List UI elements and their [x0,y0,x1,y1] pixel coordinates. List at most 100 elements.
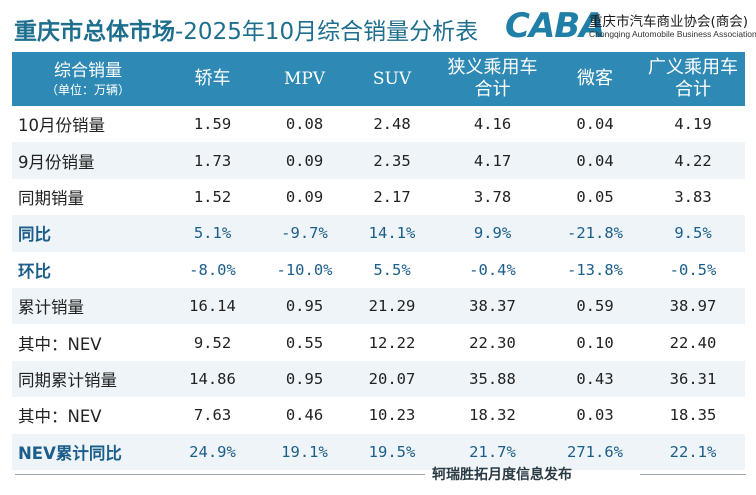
table-cell: 0.95 [285,369,324,388]
table-cell: 10.23 [368,406,416,425]
table-cell: 14.1% [368,224,416,243]
table-cell: 38.37 [469,297,516,316]
table-row: 累计销量 16.14 0.95 21.29 38.37 0.59 38.97 [12,287,745,325]
row-label: 累计销量 [18,298,84,318]
footer: 轲瑞胜拓月度信息发布 [0,462,756,492]
col-header-narrow-total: 狭义乘用车 合计 [436,52,549,106]
row-label: 10月份销量 [18,116,105,136]
table-cell: 2.35 [373,151,411,170]
table-cell: 2.17 [373,187,411,206]
logo-mark: CABA [505,6,605,46]
col-header-broad-total: 广义乘用车 合计 [641,52,745,106]
corner-label: 综合销量 [54,61,122,81]
table-row: 其中：NEV 7.63 0.46 10.23 18.32 0.03 18.35 [12,397,745,433]
table-cell: 12.22 [368,333,416,352]
table-cell: 0.55 [285,333,324,352]
table-cell: 38.97 [669,297,717,316]
table-row: NEV累计同比 24.9% 19.1% 19.5% 21.7% 271.6% 22.1% [12,433,745,470]
table-cell: 0.46 [285,406,324,425]
col-header-line1: 广义乘用车 [648,57,738,78]
table-cell: 0.08 [285,115,324,134]
table-header-row: 综合销量 （单位：万辆） 轿车 MPV SUV 狭义乘用车 合计 微客 广义乘用车… [12,52,745,106]
row-label: 其中：NEV [18,334,102,354]
table-cell: 22.30 [469,333,516,352]
table-cell: 271.6% [567,442,623,461]
table-row: 环比 -8.0% -10.0% 5.5% -0.4% -13.8% -0.5% [12,252,745,288]
table-cell: 9.52 [193,333,232,352]
table-cell: 21.7% [469,442,516,461]
col-header-sedan: 轿车 [164,52,261,106]
table-row: 9月份销量 1.73 0.09 2.35 4.17 0.04 4.22 [12,142,745,179]
table-cell: 19.5% [368,442,416,461]
table-cell: 0.05 [576,187,614,206]
table-cell: 1.52 [193,187,232,206]
table-cell: 0.10 [576,333,614,352]
row-label: NEV累计同比 [18,443,122,463]
col-header-line1: 轿车 [194,68,231,89]
table-row: 10月份销量 1.59 0.08 2.48 4.16 0.04 4.19 [12,106,745,142]
row-label: 其中：NEV [18,407,102,427]
footer-divider-left [15,474,425,475]
col-header-suv: SUV [348,52,436,106]
table-cell: 7.63 [193,406,232,425]
table-cell: 36.31 [669,369,717,388]
table-cell: 3.78 [473,187,512,206]
table-cell: 0.04 [576,151,614,170]
col-header-mpv: MPV [261,52,348,106]
table-cell: 4.19 [674,115,712,134]
caba-logo: CABA 重庆市汽车商业协会(商会) Chongqing Automobile … [505,4,756,48]
col-header-line1: MPV [283,69,326,89]
table-cell: -0.4% [469,260,516,279]
table-cell: -0.5% [669,260,717,279]
table-body: 10月份销量 1.59 0.08 2.48 4.16 0.04 4.19 9月份销量 1.73 0… [12,106,745,470]
logo-association-name: 重庆市汽车商业协会(商会) [589,14,749,30]
table-cell: 5.1% [193,224,232,243]
table-cell: 20.07 [368,369,416,388]
table-cell: 18.35 [669,406,717,425]
col-header-line2: 合计 [675,79,711,100]
table-cell: -13.8% [567,260,623,279]
table-row: 同期销量 1.52 0.09 2.17 3.78 0.05 3.83 [12,179,745,215]
table-row: 其中：NEV 9.52 0.55 12.22 22.30 0.10 22.40 [12,324,745,360]
table-cell: 0.09 [285,187,324,206]
table-cell: 22.1% [669,442,717,461]
table-cell: 22.40 [669,333,717,352]
col-header-minivan: 微客 [549,52,641,106]
col-header-line1: 微客 [577,68,613,89]
table-cell: 0.03 [576,406,614,425]
sales-table: 综合销量 （单位：万辆） 轿车 MPV SUV 狭义乘用车 合计 微客 广义乘用车… [12,52,745,470]
footer-text: 轲瑞胜拓月度信息发布 [432,467,572,483]
table-cell: 0.04 [576,115,614,134]
table-row: 同期累计销量 14.86 0.95 20.07 35.88 0.43 36.31 [12,360,745,398]
row-label: 9月份销量 [18,152,95,172]
table-cell: 4.17 [473,151,512,170]
table-cell: 18.32 [469,406,516,425]
table-cell: -10.0% [276,260,333,279]
table-cell: -21.8% [567,224,623,243]
logo-association-english: Chongqing Automobile Business Associatio… [589,29,756,39]
col-header-line2: 合计 [474,79,511,100]
table-cell: 35.88 [469,369,516,388]
corner-unit: （单位：万辆） [45,83,130,97]
page-title: 重庆市总体市场-2025年10月综合销量分析表 [14,12,478,46]
col-header-line1: SUV [372,69,412,89]
title-bold: 重庆市总体市场 [14,19,175,45]
title-rest: -2025年10月综合销量分析表 [175,19,479,45]
corner-header: 综合销量 （单位：万辆） [12,52,164,106]
table-cell: 19.1% [281,442,328,461]
table-cell: 5.5% [373,260,411,279]
header: 重庆市总体市场-2025年10月综合销量分析表 CABA 重庆市汽车商业协会(商… [0,0,756,52]
table-cell: 1.73 [193,151,232,170]
row-label: 同期销量 [18,188,84,208]
table-cell: 9.9% [473,224,512,243]
col-header-line1: 狭义乘用车 [447,57,538,78]
table-cell: 9.5% [674,224,712,243]
table-cell: 21.29 [368,297,416,316]
row-label: 同比 [18,225,51,245]
table-cell: -9.7% [281,224,328,243]
table-cell: 4.16 [473,115,512,134]
table-cell: 2.48 [373,115,411,134]
table-cell: 0.09 [285,151,324,170]
table-cell: 14.86 [189,369,236,388]
table-row: 同比 5.1% -9.7% 14.1% 9.9% -21.8% 9.5% [12,215,745,252]
